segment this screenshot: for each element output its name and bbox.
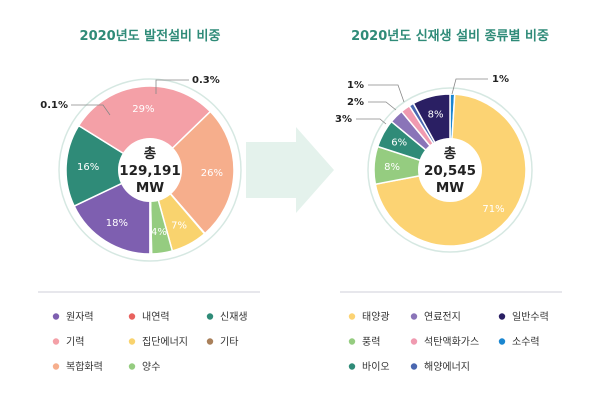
- legend-marker: [348, 363, 356, 370]
- legend-marker: [206, 313, 214, 320]
- legend-label: 해양에너지: [424, 360, 470, 373]
- legend-label: 풍력: [362, 336, 380, 348]
- arrow-shape: [246, 127, 334, 213]
- legend-item-석탄액화가스: 석탄액화가스: [410, 336, 479, 348]
- legend-item-집단에너지: 집단에너지: [128, 336, 188, 348]
- legend-item-태양광: 태양광: [348, 311, 390, 323]
- slice-label-신재생: 16%: [77, 162, 99, 173]
- chart2-title: 2020년도 신재생 설비 종류별 비중: [351, 28, 549, 44]
- pie-outer-ring: [58, 78, 242, 262]
- leader-line-내연력: [71, 104, 111, 116]
- slice-label-석탄액화가스: 2%: [347, 97, 364, 108]
- slice-label-원자력: 18%: [106, 218, 128, 229]
- slice-label-풍력: 8%: [384, 162, 400, 173]
- legend-label: 소수력: [512, 336, 540, 348]
- legend-item-기타: 기타: [206, 336, 238, 348]
- leader-line-기타: [155, 79, 189, 94]
- legend-item-신재생: 신재생: [206, 311, 248, 323]
- pie-slice-신재생: [65, 124, 152, 208]
- legend-label: 신재생: [220, 311, 248, 323]
- legend-label: 일반수력: [512, 311, 549, 323]
- pie-outer-ring: [367, 87, 533, 253]
- center-total-line-3: MW: [136, 180, 164, 196]
- legend-marker: [498, 338, 506, 345]
- slice-label-바이오: 6%: [391, 138, 407, 149]
- legend-marker: [410, 363, 418, 370]
- legend-label: 내연력: [142, 311, 170, 323]
- leader-line-석탄액화가스: [368, 101, 397, 111]
- legend-item-풍력: 풍력: [348, 336, 380, 348]
- legend-marker: [348, 338, 356, 345]
- legend-marker: [410, 313, 418, 320]
- legend-item-소수력: 소수력: [498, 336, 540, 348]
- center-total-line-1: 총: [444, 146, 456, 162]
- legend-label: 양수: [142, 361, 160, 373]
- slice-label-기력: 29%: [132, 104, 154, 115]
- pie-slice-기력: [77, 85, 212, 171]
- legend-item-해양에너지: 해양에너지: [410, 360, 470, 373]
- legend-marker: [52, 338, 60, 345]
- slice-label-내연력: 0.1%: [40, 100, 68, 111]
- center-total-line-3: MW: [436, 180, 464, 196]
- legend-item-원자력: 원자력: [52, 311, 94, 323]
- legend-label: 집단에너지: [142, 336, 188, 348]
- legend-item-양수: 양수: [128, 361, 160, 373]
- slice-label-소수력: 1%: [492, 74, 509, 85]
- legend-marker: [52, 313, 60, 320]
- pie-center-hole: [118, 138, 182, 202]
- pie-center-hole: [418, 138, 482, 202]
- legend-marker: [206, 338, 214, 345]
- slice-label-태양광: 71%: [482, 204, 504, 215]
- center-total-line-2: 20,545: [424, 163, 476, 179]
- slice-label-복합화력: 26%: [201, 168, 223, 179]
- legend-label: 복합화력: [66, 361, 103, 373]
- legend-label: 기타: [220, 336, 238, 348]
- pie-slice-복합화력: [148, 110, 235, 235]
- legend-marker: [348, 313, 356, 320]
- legend-label: 석탄액화가스: [424, 336, 479, 348]
- legend-item-복합화력: 복합화력: [52, 361, 103, 373]
- leader-line-해양에너지: [368, 84, 405, 103]
- leader-line-소수력: [451, 78, 488, 95]
- legend-label: 바이오: [362, 361, 390, 373]
- legend-marker: [128, 363, 136, 370]
- legend-item-기력: 기력: [52, 336, 84, 348]
- center-total-line-1: 총: [144, 146, 156, 162]
- legend-marker: [52, 363, 60, 370]
- slice-label-양수: 4%: [151, 227, 167, 238]
- legend-marker: [128, 338, 136, 345]
- leader-line-연료전지: [356, 118, 387, 125]
- legend-label: 기력: [66, 336, 84, 348]
- legend-marker: [410, 338, 418, 345]
- slice-label-집단에너지: 7%: [171, 220, 187, 231]
- legend-label: 원자력: [66, 311, 94, 323]
- center-total-line-2: 129,191: [119, 163, 181, 179]
- legend-label: 태양광: [362, 311, 390, 323]
- slice-label-해양에너지: 1%: [347, 80, 364, 91]
- slice-label-기타: 0.3%: [192, 75, 220, 86]
- slice-label-연료전지: 3%: [335, 114, 352, 125]
- slice-label-일반수력: 8%: [428, 109, 444, 120]
- legend-item-바이오: 바이오: [348, 361, 390, 373]
- legend-marker: [498, 313, 506, 320]
- legend-item-내연력: 내연력: [128, 311, 170, 323]
- legend-marker: [128, 313, 136, 320]
- legend-item-일반수력: 일반수력: [498, 311, 549, 323]
- chart1-title: 2020년도 발전설비 비중: [80, 28, 221, 44]
- legend-label: 연료전지: [424, 311, 461, 323]
- legend-item-연료전지: 연료전지: [410, 311, 461, 323]
